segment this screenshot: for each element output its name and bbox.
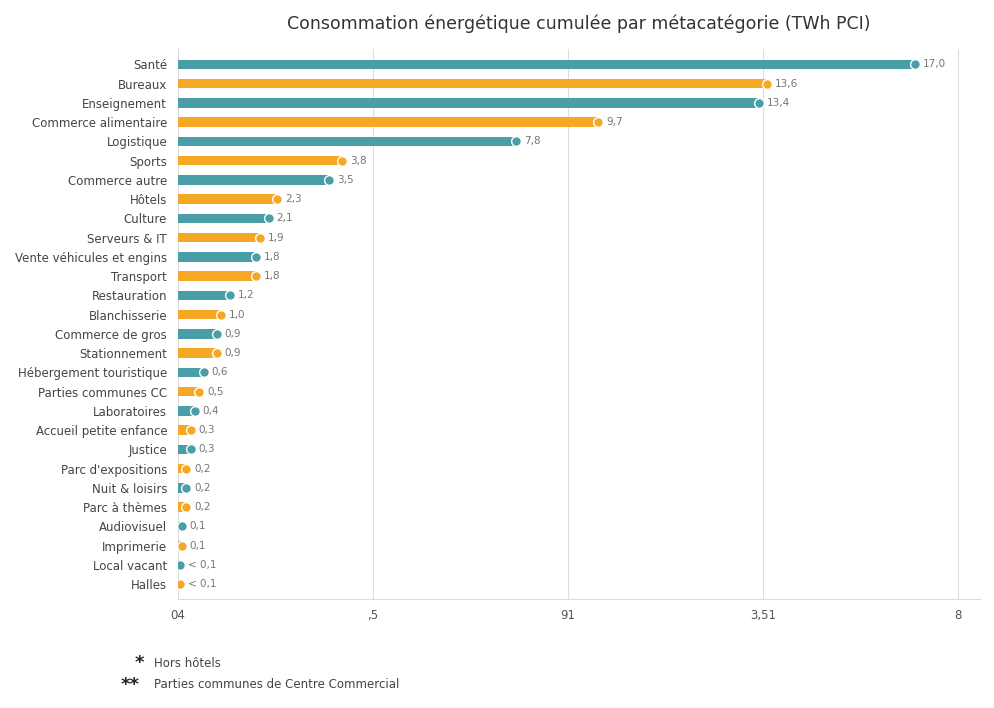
Text: 1,8: 1,8 — [263, 252, 279, 262]
Text: Hors hôtels: Hors hôtels — [154, 657, 221, 670]
Text: 0,3: 0,3 — [198, 425, 215, 435]
Bar — [177, 541, 182, 550]
Text: 1,2: 1,2 — [238, 290, 253, 300]
Text: 2,3: 2,3 — [285, 194, 301, 204]
Text: 0,6: 0,6 — [211, 367, 228, 377]
Text: 17,0: 17,0 — [921, 59, 945, 69]
Bar — [177, 290, 230, 300]
Bar — [177, 194, 277, 204]
Bar — [177, 445, 191, 454]
Text: 7,8: 7,8 — [523, 137, 540, 147]
Bar — [177, 214, 268, 223]
Text: 0,1: 0,1 — [190, 541, 206, 551]
Bar — [177, 252, 255, 262]
Bar — [177, 137, 515, 146]
Text: 0,2: 0,2 — [194, 483, 211, 493]
Text: 1,0: 1,0 — [229, 309, 245, 319]
Bar — [177, 464, 186, 474]
Bar — [177, 175, 329, 185]
Bar — [177, 579, 180, 589]
Text: 0,2: 0,2 — [194, 464, 211, 474]
Text: 13,4: 13,4 — [765, 98, 789, 108]
Bar — [177, 271, 255, 281]
Text: 1,8: 1,8 — [263, 271, 279, 281]
Text: 0,5: 0,5 — [207, 387, 224, 396]
Text: 2,1: 2,1 — [276, 213, 293, 223]
Text: Parties communes de Centre Commercial: Parties communes de Centre Commercial — [154, 678, 400, 691]
Text: 0,4: 0,4 — [203, 406, 219, 416]
Bar — [177, 560, 180, 570]
Bar — [177, 426, 191, 435]
Bar — [177, 98, 758, 108]
Bar — [177, 387, 199, 396]
Text: 0,9: 0,9 — [225, 348, 241, 358]
Text: 9,7: 9,7 — [605, 117, 622, 127]
Bar — [177, 348, 217, 358]
Text: 3,5: 3,5 — [337, 175, 354, 185]
Text: 3,8: 3,8 — [350, 156, 367, 166]
Bar — [177, 329, 217, 338]
Bar — [177, 156, 342, 166]
Text: 0,3: 0,3 — [198, 445, 215, 455]
Bar — [177, 118, 597, 127]
Text: *: * — [134, 654, 144, 673]
Bar — [177, 233, 259, 242]
Bar — [177, 79, 766, 88]
Text: 0,9: 0,9 — [225, 329, 241, 339]
Text: 1,9: 1,9 — [267, 233, 284, 243]
Bar — [177, 367, 204, 377]
Text: **: ** — [120, 675, 140, 694]
Text: 0,2: 0,2 — [194, 502, 211, 512]
Bar — [177, 406, 195, 416]
Bar — [177, 522, 182, 531]
Text: < 0,1: < 0,1 — [187, 579, 216, 589]
Text: 0,1: 0,1 — [190, 521, 206, 531]
Bar — [177, 502, 186, 512]
Bar — [177, 310, 221, 319]
Text: 13,6: 13,6 — [774, 79, 798, 88]
Bar — [177, 483, 186, 493]
Bar — [177, 59, 914, 69]
Text: < 0,1: < 0,1 — [187, 560, 216, 570]
Title: Consommation énergétique cumulée par métacatégorie (TWh PCI): Consommation énergétique cumulée par mét… — [286, 15, 870, 33]
